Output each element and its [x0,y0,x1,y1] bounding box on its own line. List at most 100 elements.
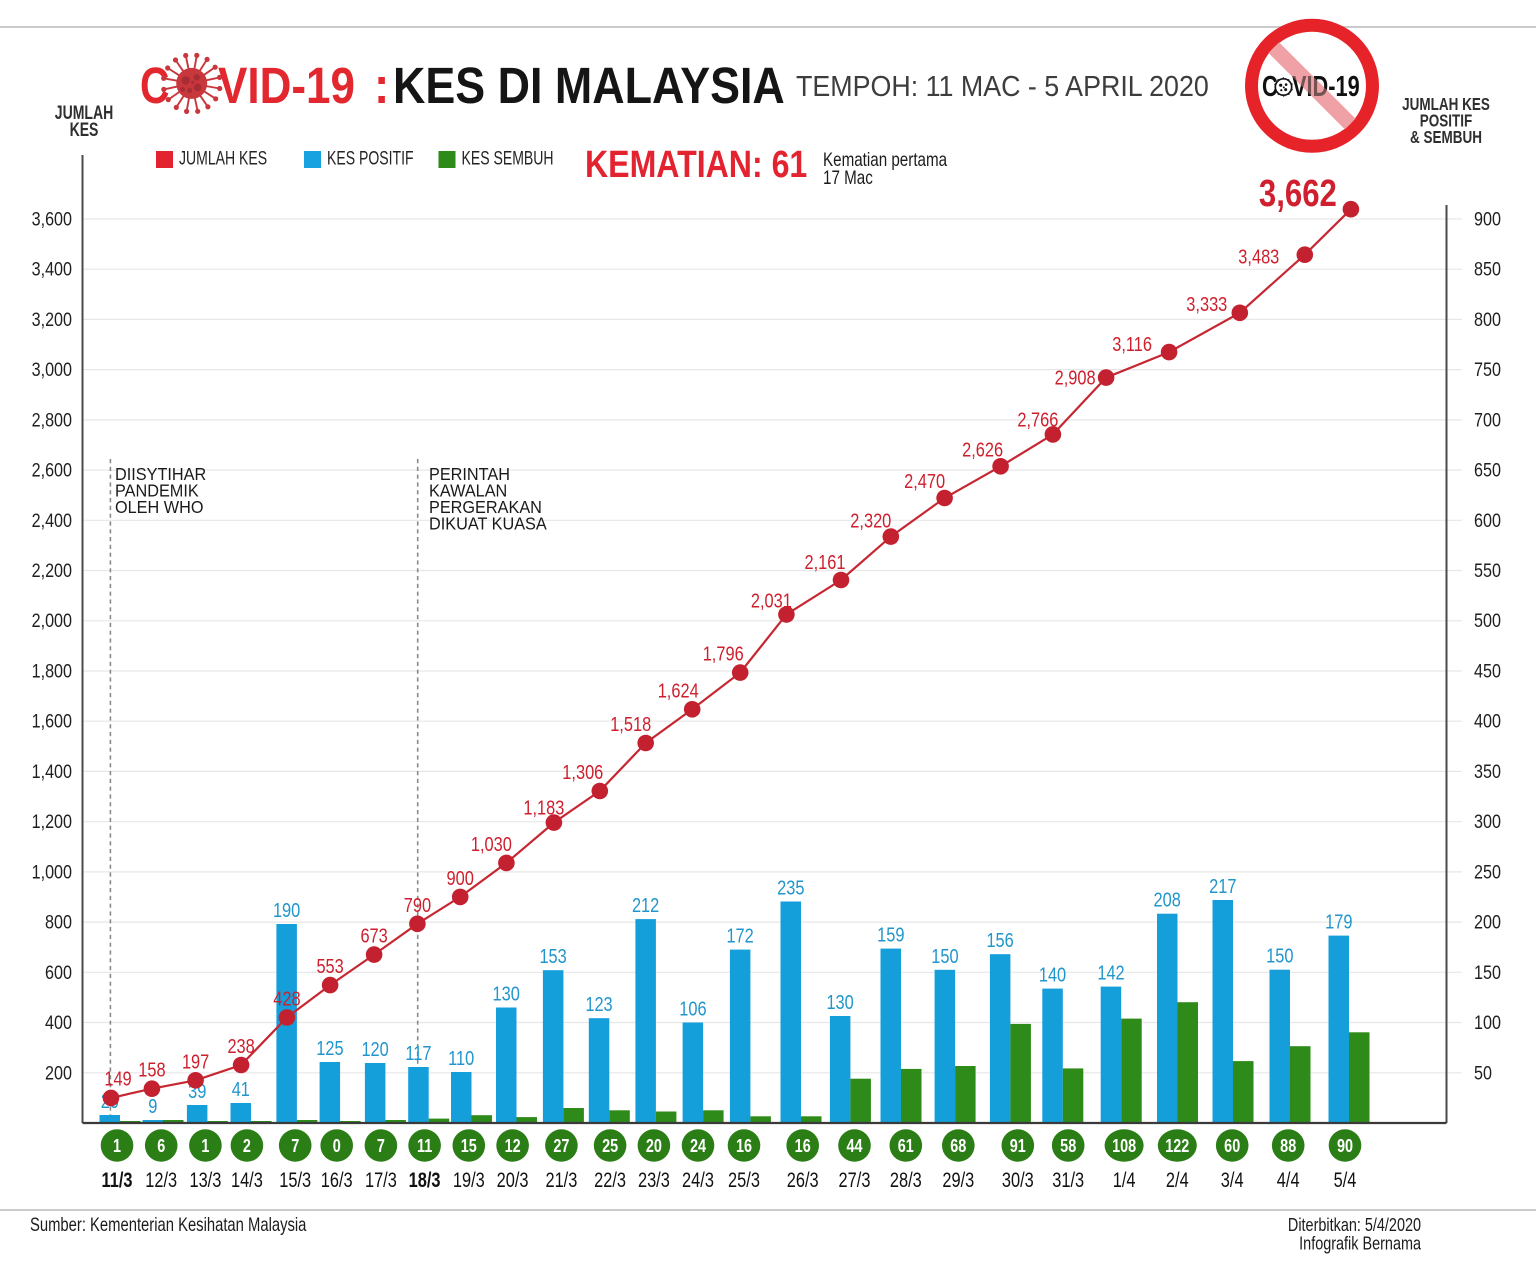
svg-text:6: 6 [157,1135,165,1156]
svg-text:100: 100 [1474,1012,1501,1034]
svg-text:24: 24 [690,1135,707,1156]
svg-text:900: 900 [1474,208,1501,230]
svg-text:673: 673 [360,924,387,947]
svg-text:19/3: 19/3 [453,1168,485,1191]
svg-text:2,031: 2,031 [751,589,792,612]
svg-text:130: 130 [826,990,853,1013]
svg-text:1,200: 1,200 [32,811,73,833]
svg-text:2,000: 2,000 [32,610,73,632]
svg-text:1: 1 [113,1135,121,1156]
svg-text:3,483: 3,483 [1238,245,1279,268]
svg-text:2,766: 2,766 [1017,408,1058,431]
svg-text:3,662: 3,662 [1259,173,1337,215]
svg-text:VID-19: VID-19 [218,58,355,115]
svg-text:179: 179 [1325,910,1352,933]
svg-text:31/3: 31/3 [1052,1168,1084,1191]
svg-text:58: 58 [1060,1135,1076,1156]
svg-text:24/3: 24/3 [682,1168,714,1191]
svg-text:790: 790 [404,893,431,916]
svg-text:21/3: 21/3 [545,1168,577,1191]
svg-text:208: 208 [1154,888,1181,911]
svg-text:15/3: 15/3 [279,1168,311,1191]
svg-text:1,183: 1,183 [523,796,564,819]
svg-text:41: 41 [232,1077,250,1100]
svg-text:DIKUAT KUASA: DIKUAT KUASA [429,514,547,534]
svg-text:235: 235 [777,876,804,899]
svg-text:400: 400 [45,1012,72,1034]
svg-text:217: 217 [1209,874,1236,897]
svg-text:29/3: 29/3 [942,1168,974,1191]
svg-text:16/3: 16/3 [321,1168,353,1191]
svg-text:DIISYTIHAR: DIISYTIHAR [115,464,206,484]
svg-text:1,400: 1,400 [32,761,73,783]
svg-text:16: 16 [736,1135,752,1156]
svg-text:Infografik Bernama: Infografik Bernama [1299,1233,1422,1254]
svg-text:Kematian pertama: Kematian pertama [823,148,947,170]
svg-text:130: 130 [493,982,520,1005]
svg-text:123: 123 [585,993,612,1016]
svg-text:238: 238 [227,1034,254,1057]
svg-text:1,600: 1,600 [32,710,73,732]
svg-text:3,400: 3,400 [32,258,73,280]
svg-text:11/3: 11/3 [102,1168,133,1191]
svg-text:VID-19: VID-19 [1292,71,1360,103]
svg-text:3/4: 3/4 [1221,1168,1244,1191]
svg-text:PERGERAKAN: PERGERAKAN [429,497,542,517]
svg-text:750: 750 [1474,359,1501,381]
svg-text:600: 600 [45,962,72,984]
svg-text:2,400: 2,400 [32,510,73,532]
svg-text:Sumber: Kementerian Kesihatan: Sumber: Kementerian Kesihatan Malaysia [30,1214,307,1235]
svg-text:800: 800 [1474,309,1501,331]
svg-text:197: 197 [182,1050,209,1073]
svg-text:158: 158 [138,1058,165,1081]
svg-text:2/4: 2/4 [1166,1168,1189,1191]
svg-text:20/3: 20/3 [497,1168,529,1191]
svg-text:2,800: 2,800 [32,409,73,431]
svg-text:2,161: 2,161 [805,550,846,573]
svg-text:1,800: 1,800 [32,660,73,682]
svg-text:1,624: 1,624 [658,679,699,702]
svg-text:11: 11 [417,1135,432,1156]
svg-text:350: 350 [1474,761,1501,783]
svg-text:Diterbitkan: 5/4/2020: Diterbitkan: 5/4/2020 [1288,1214,1421,1235]
svg-text:125: 125 [316,1036,343,1059]
svg-text:3,200: 3,200 [32,309,73,331]
svg-text:700: 700 [1474,409,1501,431]
svg-text:PERINTAH: PERINTAH [429,464,510,484]
svg-text:28/3: 28/3 [890,1168,922,1191]
svg-text:25/3: 25/3 [728,1168,760,1191]
svg-text:550: 550 [1474,560,1501,582]
svg-text:JUMLAH KES: JUMLAH KES [1402,95,1490,114]
svg-text:553: 553 [316,955,343,978]
svg-text:140: 140 [1039,963,1066,986]
svg-text:18/3: 18/3 [409,1168,441,1191]
svg-text:& SEMBUH: & SEMBUH [1410,128,1482,147]
svg-text:POSITIF: POSITIF [1420,112,1473,131]
svg-text:1,030: 1,030 [471,832,512,855]
svg-text:13/3: 13/3 [189,1168,221,1191]
svg-text:172: 172 [726,924,753,947]
svg-text:110: 110 [448,1046,474,1069]
svg-text:117: 117 [405,1041,431,1064]
svg-text:650: 650 [1474,459,1501,481]
svg-text:300: 300 [1474,811,1501,833]
svg-text:450: 450 [1474,660,1501,682]
svg-text:OLEH WHO: OLEH WHO [115,497,203,517]
svg-text:1,518: 1,518 [610,712,651,735]
svg-text:30/3: 30/3 [1002,1168,1034,1191]
svg-text:JUMLAH: JUMLAH [55,102,113,124]
svg-text:KEMATIAN: 61: KEMATIAN: 61 [585,144,807,186]
svg-text:2,470: 2,470 [904,470,945,493]
svg-text:108: 108 [1112,1135,1136,1156]
svg-text:106: 106 [679,997,706,1020]
svg-text:3,000: 3,000 [32,359,73,381]
svg-text::: : [374,58,389,115]
svg-text:KES: KES [70,119,99,141]
svg-text:0: 0 [333,1135,341,1156]
svg-text:250: 250 [1474,861,1501,883]
svg-text:61: 61 [898,1135,914,1156]
svg-text:1,306: 1,306 [562,760,603,783]
svg-text:C: C [140,57,169,114]
svg-text:3,116: 3,116 [1112,332,1152,355]
svg-text:22/3: 22/3 [594,1168,626,1191]
